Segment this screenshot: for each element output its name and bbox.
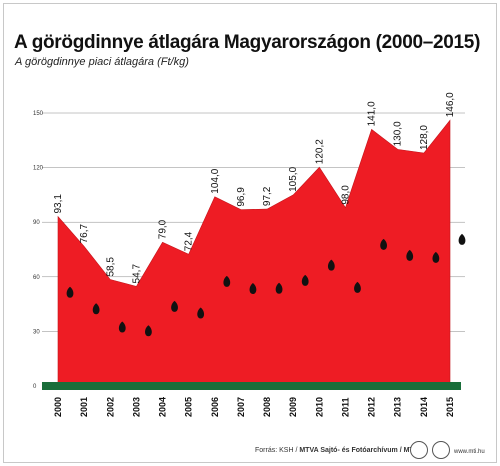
chart-title: A görögdinnye átlagára Magyarországon (2… (14, 32, 481, 53)
value-label: 146,0 (445, 92, 456, 117)
source-agency: MTVA Sajtó- és Fotóarchívum / MTI (299, 447, 416, 454)
seed-marker (92, 303, 100, 315)
value-label: 141,0 (367, 101, 378, 126)
seed-marker (249, 283, 257, 295)
x-tick-label: 2013 (393, 397, 403, 417)
x-tick-label: 2011 (340, 397, 350, 417)
y-tick-label: 90 (33, 220, 40, 226)
seed-marker (275, 282, 283, 294)
mtva-logo-icon (410, 441, 428, 459)
source-footer: Forrás: KSH / MTVA Sajtó- és Fotóarchívu… (255, 447, 416, 454)
value-label: 128,0 (419, 125, 430, 150)
area-layer (42, 119, 461, 390)
y-tick-label: 30 (33, 329, 40, 335)
value-label: 105,0 (288, 166, 299, 191)
x-tick-label: 2003 (131, 397, 141, 417)
x-tick-label: 2010 (314, 397, 324, 417)
value-label: 98,0 (340, 185, 351, 205)
y-tick-labels: 0 30 60 90 120 150 (33, 111, 44, 390)
seed-marker (301, 274, 309, 286)
site-url: www.mti.hu (454, 449, 485, 455)
x-tick-label: 2004 (158, 397, 168, 417)
seed-marker (118, 321, 126, 333)
x-tick-label: 2008 (262, 397, 272, 417)
x-tick-label: 2009 (288, 397, 298, 417)
y-tick-label: 150 (33, 111, 44, 117)
seed-marker (66, 286, 74, 298)
x-tick-label: 2012 (367, 397, 377, 417)
x-tick-label: 2005 (184, 397, 194, 417)
value-label: 54,7 (131, 264, 142, 284)
seed-marker (380, 238, 387, 250)
seed-marker (406, 249, 414, 261)
value-label: 104,0 (210, 168, 221, 193)
value-label: 58,5 (105, 257, 116, 277)
value-label: 93,1 (53, 194, 64, 214)
y-tick-label: 60 (33, 275, 40, 281)
value-label: 79,0 (158, 219, 169, 239)
value-label: 72,4 (184, 231, 195, 251)
value-label: 97,2 (262, 186, 273, 206)
x-tick-label: 2000 (53, 397, 63, 417)
value-label: 130,0 (393, 121, 404, 146)
x-tick-label: 2002 (105, 397, 115, 417)
x-tick-label: 2014 (419, 397, 429, 417)
mti-logo-icon (432, 441, 450, 459)
value-label: 96,9 (236, 187, 247, 207)
x-tick-labels: 2000 2001 2002 2003 2004 2005 2006 2007 2008 2009… (53, 397, 455, 417)
seed-marker (432, 251, 440, 263)
y-tick-label: 0 (33, 384, 37, 390)
x-tick-label: 2007 (236, 397, 246, 417)
price-area (57, 119, 451, 387)
x-tick-label: 2006 (210, 397, 220, 417)
seed-marker (327, 259, 335, 271)
seed-layer (66, 233, 466, 337)
seed-marker (354, 281, 361, 293)
source-label: Forrás: KSH / (255, 447, 300, 454)
seed-marker (145, 325, 152, 337)
baseline-bar (42, 382, 461, 390)
chart-subtitle: A görögdinnye piaci átlagára (Ft/kg) (15, 56, 189, 68)
x-tick-label: 2015 (445, 397, 455, 417)
seed-marker (458, 233, 466, 245)
seed-marker (171, 300, 178, 312)
value-label: 120,2 (314, 139, 325, 164)
y-tick-label: 120 (33, 166, 44, 172)
seed-marker (223, 275, 231, 287)
seed-marker (197, 307, 205, 319)
x-tick-label: 2001 (79, 397, 89, 417)
value-label: 76,7 (79, 224, 90, 244)
value-labels: 93,1 76,7 58,5 54,7 79,0 72,4 104,0 96,9 97,2 105… (53, 92, 456, 284)
